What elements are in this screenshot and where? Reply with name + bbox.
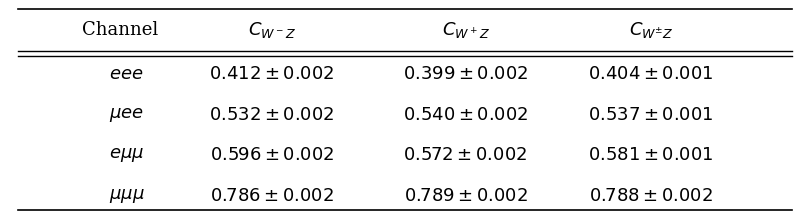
Text: $C_{W^{\pm}Z}$: $C_{W^{\pm}Z}$ [629,20,673,40]
Text: $0.581 \pm 0.001$: $0.581 \pm 0.001$ [589,146,714,164]
Text: Channel: Channel [82,21,159,39]
Text: $0.786 \pm 0.002$: $0.786 \pm 0.002$ [210,187,334,205]
Text: $0.404 \pm 0.001$: $0.404 \pm 0.001$ [589,65,714,83]
Text: $0.788 \pm 0.002$: $0.788 \pm 0.002$ [589,187,714,205]
Text: $0.596 \pm 0.002$: $0.596 \pm 0.002$ [210,146,334,164]
Text: $0.540 \pm 0.002$: $0.540 \pm 0.002$ [403,106,528,124]
Text: $0.537 \pm 0.001$: $0.537 \pm 0.001$ [589,106,714,124]
Text: $0.412 \pm 0.002$: $0.412 \pm 0.002$ [209,65,335,83]
Text: $C_{W^-Z}$: $C_{W^-Z}$ [248,20,296,40]
Text: $\mu ee$: $\mu ee$ [109,106,144,124]
Text: $e\mu\mu$: $e\mu\mu$ [109,146,144,164]
Text: $0.789 \pm 0.002$: $0.789 \pm 0.002$ [403,187,527,205]
Text: $0.399 \pm 0.002$: $0.399 \pm 0.002$ [403,65,528,83]
Text: $eee$: $eee$ [109,65,143,83]
Text: $\mu\mu\mu$: $\mu\mu\mu$ [109,187,144,205]
Text: $0.532 \pm 0.002$: $0.532 \pm 0.002$ [209,106,335,124]
Text: $0.572 \pm 0.002$: $0.572 \pm 0.002$ [403,146,527,164]
Text: $C_{W^+Z}$: $C_{W^+Z}$ [441,20,489,40]
